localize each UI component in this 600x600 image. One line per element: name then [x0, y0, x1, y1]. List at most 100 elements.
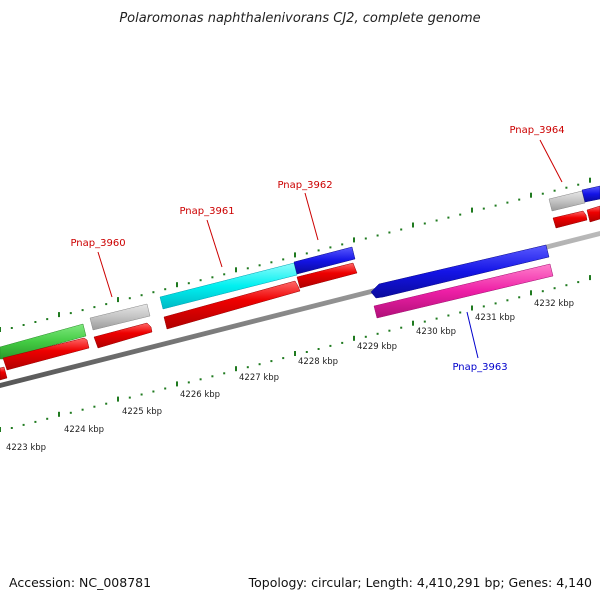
cds-arrow [0, 366, 8, 381]
minor-tick [341, 341, 344, 344]
minor-tick [565, 284, 568, 287]
major-tick [412, 222, 414, 228]
callout-line-pnap-3964 [539, 139, 563, 183]
minor-tick [10, 327, 13, 329]
cds-arrow [93, 322, 153, 349]
minor-tick [317, 249, 320, 252]
minor-tick [81, 309, 84, 312]
gene-cyan-pnap-3961 [159, 262, 298, 310]
minor-tick [364, 237, 367, 240]
map-title: Polaromonas naphthalenivorans CJ2, compl… [119, 11, 480, 26]
cds-arrow [586, 205, 600, 223]
minor-tick [305, 351, 308, 353]
callout-line-pnap-3961 [206, 219, 223, 268]
minor-tick [140, 393, 143, 396]
genome-summary-text: Topology: circular; Length: 4,410,291 bp… [248, 575, 592, 590]
minor-tick [22, 324, 25, 326]
minor-tick [93, 405, 96, 408]
minor-tick [164, 387, 167, 390]
minor-tick [199, 279, 202, 282]
minor-tick [494, 302, 497, 305]
gene-blue-right [581, 185, 600, 203]
minor-tick [376, 234, 379, 237]
minor-tick [22, 423, 25, 426]
major-tick [471, 207, 473, 213]
minor-tick [152, 291, 155, 294]
minor-tick [199, 378, 202, 381]
minor-tick [211, 276, 214, 279]
minor-tick [223, 273, 226, 276]
forward-genes [0, 185, 600, 360]
major-tick [176, 381, 178, 387]
minor-tick [388, 231, 391, 234]
minor-tick [388, 329, 391, 332]
major-tick [471, 305, 473, 311]
gene-blue-pnap-3962 [293, 246, 356, 275]
major-tick [294, 252, 296, 258]
minor-tick [140, 294, 143, 297]
gene-label-pnap-3962: Pnap_3962 [277, 180, 332, 191]
minor-tick [435, 219, 438, 222]
major-tick [117, 297, 119, 303]
minor-tick [258, 363, 261, 366]
major-tick [58, 312, 60, 318]
major-tick [0, 327, 1, 332]
scale-label: 4230 kbp [416, 327, 456, 337]
minor-tick [553, 287, 556, 290]
minor-tick [506, 299, 509, 302]
lower-tick-row [0, 275, 591, 432]
major-tick [353, 335, 355, 341]
gene-label-pnap-3960: Pnap_3960 [70, 238, 125, 249]
minor-tick [506, 201, 509, 204]
minor-tick [423, 320, 426, 323]
cds-arrow [163, 280, 301, 330]
minor-tick [258, 264, 261, 267]
minor-tick [211, 375, 214, 378]
minor-tick [376, 332, 379, 335]
major-tick [0, 427, 1, 432]
minor-tick [282, 357, 285, 360]
minor-tick [459, 213, 462, 216]
minor-tick [565, 186, 568, 189]
scale-label: 4226 kbp [180, 390, 220, 400]
minor-tick [246, 267, 249, 270]
minor-tick [329, 246, 332, 249]
scale-label: 4232 kbp [534, 299, 574, 309]
minor-tick [105, 402, 108, 405]
callout-lines [97, 139, 563, 359]
scale-label: 4228 kbp [298, 357, 338, 367]
cds-arrow [296, 262, 358, 289]
minor-tick [128, 297, 131, 300]
minor-tick [494, 204, 497, 207]
callout-line-pnap-3963 [466, 311, 479, 359]
minor-tick [423, 222, 426, 225]
cds-arrows [0, 205, 600, 381]
minor-tick [187, 282, 190, 285]
minor-tick [69, 411, 72, 414]
major-tick [412, 320, 414, 326]
callout-line-pnap-3962 [304, 192, 319, 241]
minor-tick [317, 348, 320, 350]
minor-tick [34, 420, 37, 423]
minor-tick [541, 290, 544, 293]
minor-tick [435, 317, 438, 320]
accession-text: Accession: NC_008781 [9, 575, 151, 590]
minor-tick [341, 243, 344, 246]
minor-tick [329, 344, 332, 347]
minor-tick [128, 396, 131, 399]
minor-tick [364, 335, 367, 338]
minor-tick [553, 189, 556, 192]
scale-label: 4227 kbp [239, 373, 279, 383]
gene-grey-pnap-3964 [548, 190, 586, 212]
minor-tick [447, 314, 450, 317]
minor-tick [46, 417, 49, 420]
gene-blue-pnap-3963 [370, 244, 550, 299]
major-tick [235, 366, 237, 372]
minor-tick [459, 311, 462, 314]
upper-tick-row [0, 177, 591, 332]
scale-label: 4231 kbp [475, 313, 515, 323]
cds-arrow [2, 337, 90, 371]
minor-tick [187, 381, 190, 384]
minor-tick [69, 312, 72, 315]
